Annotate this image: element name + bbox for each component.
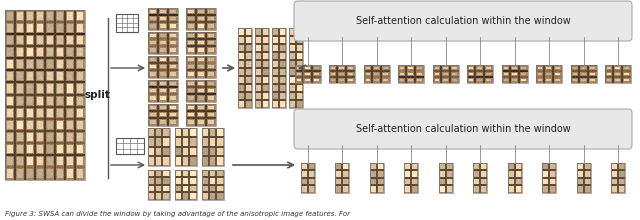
Bar	[255, 28, 269, 108]
Bar	[148, 104, 178, 126]
Bar	[301, 163, 315, 193]
Bar	[186, 32, 216, 54]
FancyBboxPatch shape	[294, 109, 632, 149]
Bar	[295, 65, 321, 83]
Bar	[577, 163, 591, 193]
Bar	[335, 163, 349, 193]
Bar	[148, 80, 178, 102]
Bar	[370, 163, 384, 193]
Bar	[542, 163, 556, 193]
Bar	[439, 163, 452, 193]
Bar	[404, 163, 419, 193]
Bar	[272, 28, 286, 108]
Bar	[473, 163, 487, 193]
Bar	[289, 28, 303, 108]
Bar	[202, 128, 224, 166]
Bar	[536, 65, 562, 83]
Text: split: split	[84, 90, 110, 100]
Bar	[202, 170, 224, 200]
Bar	[433, 65, 459, 83]
Bar	[398, 65, 424, 83]
Bar	[175, 128, 197, 166]
Bar	[148, 56, 178, 78]
Text: Self-attention calculation within the window: Self-attention calculation within the wi…	[356, 124, 570, 134]
Bar	[186, 8, 216, 30]
Bar	[186, 56, 216, 78]
Bar	[502, 65, 527, 83]
Bar	[186, 104, 216, 126]
Bar	[148, 8, 178, 30]
Bar	[605, 65, 631, 83]
Bar	[238, 28, 252, 108]
Bar	[508, 163, 522, 193]
Bar	[611, 163, 625, 193]
Bar	[186, 80, 216, 102]
Bar	[116, 138, 144, 154]
Bar	[175, 170, 197, 200]
Bar	[148, 32, 178, 54]
Bar	[5, 10, 85, 180]
Bar	[570, 65, 596, 83]
Bar	[148, 128, 170, 166]
Bar	[116, 14, 138, 32]
Bar	[148, 170, 170, 200]
Text: Figure 3: SWSA can divide the window by taking advantage of the anisotropic imag: Figure 3: SWSA can divide the window by …	[5, 211, 350, 217]
Text: Self-attention calculation within the window: Self-attention calculation within the wi…	[356, 16, 570, 26]
Bar	[467, 65, 493, 83]
Bar	[364, 65, 390, 83]
Bar	[330, 65, 355, 83]
FancyBboxPatch shape	[294, 1, 632, 41]
